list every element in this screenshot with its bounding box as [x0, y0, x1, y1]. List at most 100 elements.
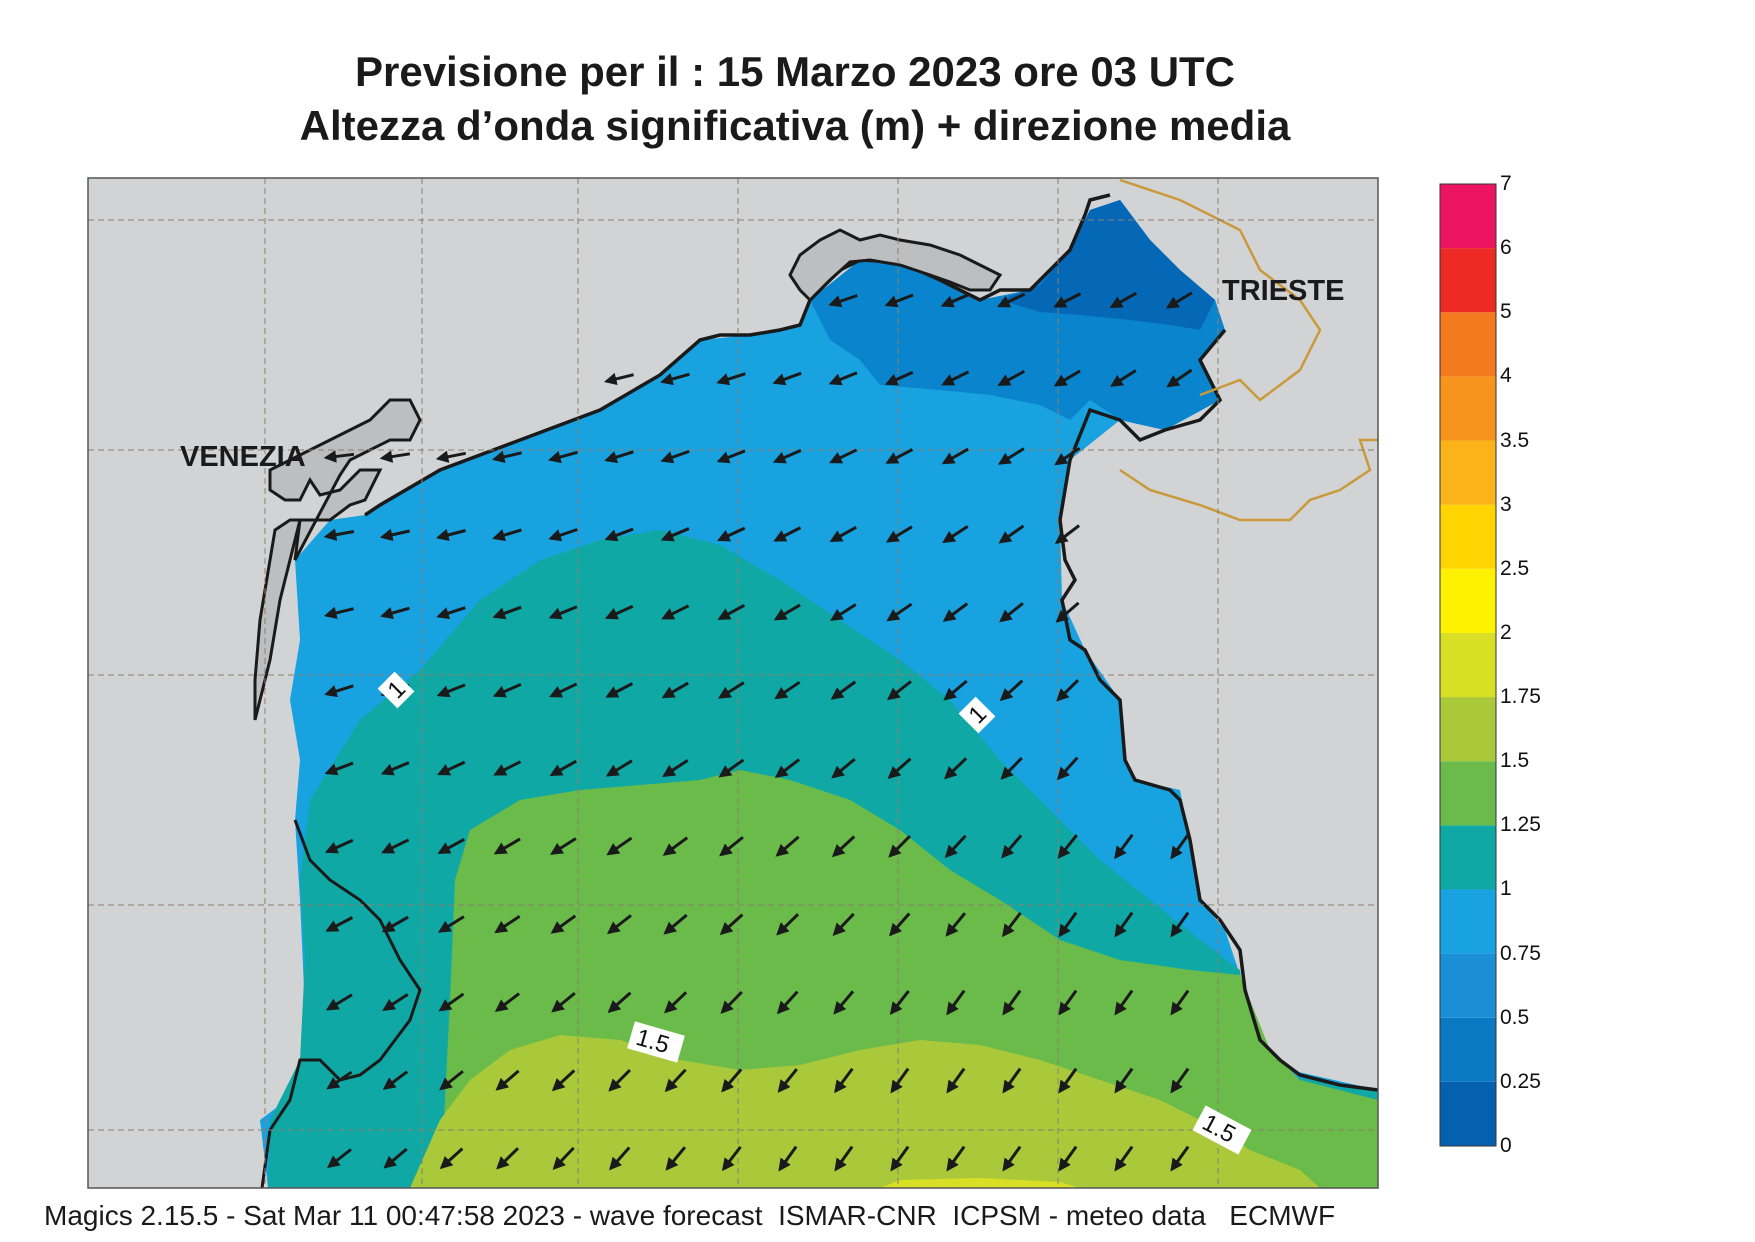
wave-direction-arrow [437, 760, 466, 776]
wave-direction-arrow [493, 837, 521, 855]
wave-direction-arrow [662, 836, 689, 856]
wave-direction-arrow [997, 292, 1026, 308]
wave-direction-arrow [604, 527, 634, 542]
wave-direction-arrow [1114, 911, 1134, 938]
wave-direction-arrow [326, 1070, 353, 1090]
wave-direction-arrow [1114, 1145, 1134, 1172]
wave-direction-arrow [494, 914, 521, 934]
wave-direction-arrow [941, 447, 969, 465]
sea-band-1.5 [410, 1035, 1320, 1188]
wave-direction-arrow [382, 1070, 409, 1090]
legend-tick-label: 2 [1500, 620, 1512, 644]
legend-tick-label: 1 [1500, 877, 1512, 901]
wave-direction-arrow [607, 991, 632, 1013]
wave-direction-arrow [1058, 989, 1078, 1016]
wave-direction-arrow [718, 758, 745, 778]
wave-direction-arrow [940, 293, 970, 308]
wave-direction-arrow [436, 528, 466, 542]
map-subtitle: Altezza d’onda significativa (m) + direz… [299, 102, 1291, 149]
wave-direction-arrow [1002, 1145, 1022, 1172]
wave-direction-arrow [717, 681, 745, 699]
wave-direction-arrow [606, 914, 632, 935]
wave-direction-arrow [661, 604, 690, 620]
sea-band-1.75 [880, 1178, 1080, 1188]
wave-direction-arrow [944, 757, 968, 780]
legend-tick-label: 0.5 [1500, 1005, 1530, 1029]
wave-direction-arrow [999, 679, 1024, 702]
wave-direction-arrow [548, 450, 578, 464]
legend-swatch [1440, 248, 1496, 313]
legend-tick-label: 5 [1500, 300, 1512, 324]
wave-direction-arrow [439, 1147, 464, 1170]
wave-direction-arrow [1109, 291, 1137, 309]
wave-direction-arrow [495, 1069, 520, 1091]
wave-direction-arrow [997, 447, 1025, 465]
wave-direction-arrow [1058, 1145, 1078, 1172]
venice-lagoon [268, 398, 422, 561]
wave-direction-arrow [772, 449, 802, 464]
wave-direction-arrow [1053, 292, 1082, 308]
wave-direction-arrow [887, 757, 912, 779]
wave-direction-arrow [661, 681, 689, 699]
wave-direction-arrow [831, 757, 856, 779]
legend-tick-label: 1.5 [1500, 749, 1530, 773]
wave-direction-arrow [494, 992, 521, 1013]
wave-direction-arrow [885, 448, 914, 464]
wave-direction-arrow [890, 1067, 910, 1094]
wave-direction-arrow [1114, 989, 1134, 1016]
wave-direction-arrow [548, 605, 578, 620]
wave-direction-arrow [1170, 1067, 1190, 1094]
wave-direction-arrow [720, 990, 743, 1014]
legend-tick-label: 0.25 [1500, 1069, 1541, 1093]
wave-direction-arrow [605, 682, 634, 698]
wave-direction-arrow [603, 372, 634, 386]
wave-direction-arrow [1170, 1145, 1190, 1172]
wave-direction-arrow [942, 602, 969, 622]
legend-frame [1439, 183, 1497, 1147]
footer-credits: Magics 2.15.5 - Sat Mar 11 00:47:58 2023… [44, 1200, 1336, 1231]
wave-direction-arrow [664, 1068, 687, 1093]
wave-direction-arrow [946, 1145, 966, 1172]
wave-direction-arrow [325, 916, 354, 932]
wave-direction-arrow [1165, 291, 1193, 309]
wave-direction-arrow [885, 525, 913, 543]
wave-direction-arrow [886, 602, 913, 622]
legend-swatch [1440, 184, 1496, 249]
wave-direction-arrow [774, 758, 801, 779]
legend-swatch [1440, 376, 1496, 441]
wave-direction-arrow [1000, 756, 1023, 780]
wave-direction-arrow [1001, 834, 1023, 859]
wave-direction-arrow [778, 1145, 798, 1172]
wave-direction-arrow [324, 761, 354, 776]
legend-tick-label: 1.25 [1500, 813, 1541, 837]
wave-direction-arrow [775, 835, 800, 857]
wave-direction-arrow [1166, 368, 1193, 388]
wave-direction-arrow [608, 1069, 631, 1092]
wave-direction-arrow [380, 606, 410, 620]
legend-tick-label: 4 [1500, 364, 1512, 388]
wave-direction-arrow [1001, 911, 1022, 938]
wave-direction-arrow [609, 1146, 631, 1171]
wave-direction-arrow [1114, 833, 1134, 860]
wave-direction-arrow [550, 914, 577, 934]
wave-direction-arrow [493, 760, 522, 776]
wave-direction-arrow [884, 293, 914, 308]
legend-swatch [1440, 1017, 1496, 1082]
wave-direction-arrow [773, 526, 802, 542]
wave-direction-arrow [439, 1070, 464, 1091]
legend-swatch [1440, 761, 1496, 826]
wave-direction-arrow [834, 1145, 854, 1172]
wave-direction-arrow [943, 679, 968, 701]
wave-direction-arrow [1170, 911, 1190, 938]
wave-direction-arrow [830, 680, 857, 700]
venice-coast [253, 518, 302, 721]
legend-swatch [1440, 825, 1496, 890]
legend-tick-label: 7 [1500, 172, 1512, 195]
wave-direction-arrow [604, 450, 634, 464]
wave-direction-arrow [833, 990, 855, 1015]
legend-colorbar [1439, 183, 1497, 1147]
wave-direction-arrow [773, 603, 801, 621]
wave-direction-arrow [716, 372, 746, 386]
wave-direction-arrow [381, 915, 409, 933]
wave-direction-arrow [830, 603, 857, 621]
